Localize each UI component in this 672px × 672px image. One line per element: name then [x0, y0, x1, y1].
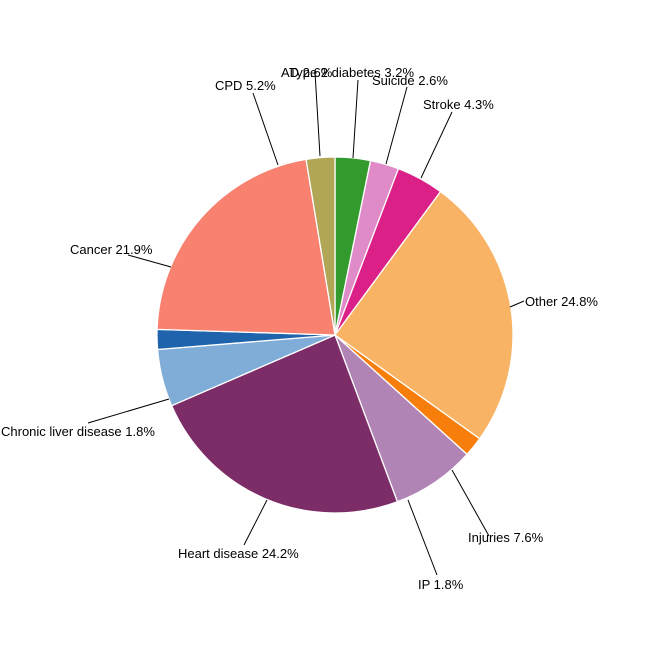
- leader-line-cancer-21-9-: [127, 254, 172, 268]
- leader-line-suicide-2-6-: [385, 86, 408, 165]
- leader-line-ad-2-6-: [314, 71, 321, 157]
- slice-label-cpd-5-2-: CPD 5.2%: [215, 78, 276, 93]
- leader-line-injuries-7-6-: [451, 469, 490, 537]
- slice-label-injuries-7-6-: Injuries 7.6%: [468, 530, 544, 545]
- leader-line-cpd-5-2-: [252, 92, 279, 166]
- slice-label-ad-2-6-: AD 2.6%: [281, 65, 333, 80]
- leader-line-heart-disease-24-2-: [243, 499, 268, 546]
- slice-label-stroke-4-3-: Stroke 4.3%: [423, 97, 494, 112]
- slice-label-other-24-8-: Other 24.8%: [525, 294, 598, 309]
- slice-labels-layer: CPD 5.2% AD 2.6%Type 2 diabetes 3.2%Suici…: [1, 65, 598, 592]
- leader-line-type-2-diabetes-3-2-: [352, 79, 359, 159]
- leader-line-other-24-8-: [509, 300, 525, 308]
- pie-slice-ad: [305, 156, 336, 336]
- leader-lines-layer: [87, 71, 525, 576]
- pie-slice-heart-disease: [170, 334, 399, 514]
- slice-label-heart-disease-24-2-: Heart disease 24.2%: [178, 546, 299, 561]
- leader-line-stroke-4-3-: [420, 111, 453, 179]
- pie-slice-cancer: [156, 158, 336, 336]
- slice-label-type-2-diabetes-3-2-: Type 2 diabetes 3.2%: [289, 65, 414, 80]
- leader-line-chronic-liver-disease-1-8-: [87, 398, 170, 424]
- pie-slices-layer: [156, 156, 514, 514]
- slice-label-ip-1-8-: IP 1.8%: [418, 577, 464, 592]
- slice-label-cancer-21-9-: Cancer 21.9%: [70, 242, 153, 257]
- slice-label-suicide-2-6-: Suicide 2.6%: [372, 73, 448, 88]
- leader-line-ip-1-8-: [407, 499, 438, 576]
- slice-label-chronic-liver-disease-1-8-: Chronic liver disease 1.8%: [1, 424, 155, 439]
